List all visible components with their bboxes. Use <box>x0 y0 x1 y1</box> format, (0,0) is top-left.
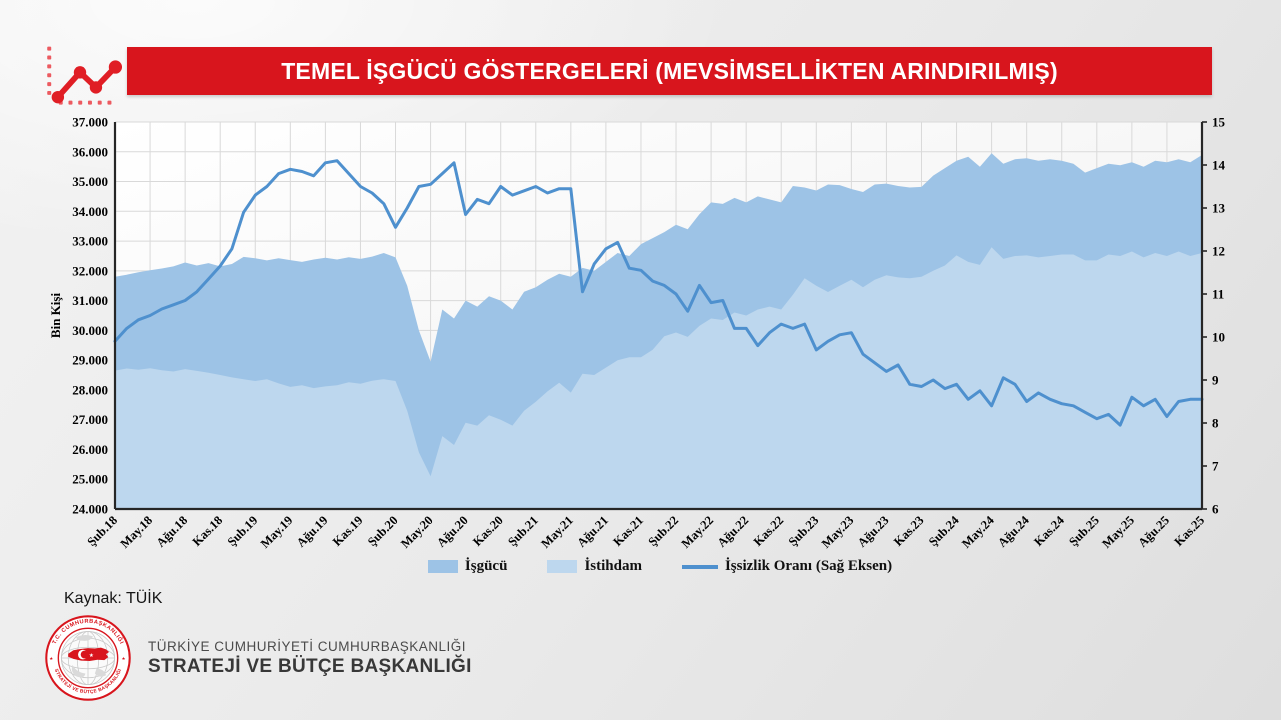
svg-text:34.000: 34.000 <box>72 204 108 219</box>
legend-label-isgucu: İşgücü <box>464 558 508 574</box>
axes <box>113 121 1207 511</box>
svg-text:28.000: 28.000 <box>72 382 108 397</box>
seal-star-right: ★ <box>122 656 127 662</box>
svg-text:Kas.24: Kas.24 <box>1031 513 1067 549</box>
svg-text:Şub.23: Şub.23 <box>786 513 822 549</box>
svg-text:Şub.18: Şub.18 <box>84 513 120 549</box>
svg-text:10: 10 <box>1212 330 1225 345</box>
left-axis-title: Bin Kişi <box>48 293 63 339</box>
svg-text:Kas.19: Kas.19 <box>330 513 366 549</box>
legend-item-issizlik: İşsizlik Oranı (Sağ Eksen) <box>681 558 893 575</box>
svg-text:May.21: May.21 <box>538 513 576 551</box>
svg-text:8: 8 <box>1212 416 1219 431</box>
turkey-map <box>68 647 110 662</box>
svg-text:Ağu.20: Ağu.20 <box>434 513 471 550</box>
svg-text:Ağu.19: Ağu.19 <box>294 513 331 550</box>
svg-text:Şub.24: Şub.24 <box>926 513 962 549</box>
globe-continents <box>71 634 107 678</box>
svg-text:12: 12 <box>1212 244 1225 259</box>
svg-text:May.24: May.24 <box>959 513 997 551</box>
svg-text:32.000: 32.000 <box>72 263 108 278</box>
svg-text:May.23: May.23 <box>819 513 857 551</box>
seal-star-left: ★ <box>49 656 54 662</box>
svg-text:Ağu.21: Ağu.21 <box>574 513 611 550</box>
footer: ★ T.C. CUMHURBAŞKANLIĞI STRATEJİ VE BÜTÇ… <box>45 615 472 701</box>
istihdam-swatch <box>547 560 578 573</box>
svg-text:Şub.21: Şub.21 <box>505 513 541 549</box>
svg-text:14: 14 <box>1212 158 1226 173</box>
title-banner: TEMEL İŞGÜCÜ GÖSTERGELERİ (MEVSİMSELLİKT… <box>127 47 1212 95</box>
svg-text:Şub.25: Şub.25 <box>1066 513 1102 549</box>
org-name-block: TÜRKİYE CUMHURİYETİ CUMHURBAŞKANLIĞI STR… <box>148 639 472 678</box>
svg-text:15: 15 <box>1212 115 1226 130</box>
svg-text:29.000: 29.000 <box>72 353 108 368</box>
svg-text:25.000: 25.000 <box>72 472 108 487</box>
legend-item-isgucu: İşgücü <box>427 558 508 575</box>
chart-area: 24.000 25.000 26.000 27.000 28.000 29.000 30.0… <box>40 112 1250 579</box>
svg-text:Ağu.18: Ağu.18 <box>154 513 191 550</box>
svg-text:9: 9 <box>1212 373 1219 388</box>
svg-text:30.000: 30.000 <box>72 323 108 338</box>
svg-text:13: 13 <box>1212 201 1226 216</box>
svg-text:May.22: May.22 <box>679 513 717 551</box>
org-line1: TÜRKİYE CUMHURİYETİ CUMHURBAŞKANLIĞI <box>148 638 467 654</box>
istihdam-area <box>115 247 1202 510</box>
svg-text:26.000: 26.000 <box>72 442 108 457</box>
svg-text:Şub.22: Şub.22 <box>645 513 681 549</box>
svg-text:Kas.18: Kas.18 <box>190 513 226 549</box>
svg-text:6: 6 <box>1212 502 1219 517</box>
svg-text:May.25: May.25 <box>1099 513 1137 551</box>
svg-text:24.000: 24.000 <box>72 502 108 517</box>
issizlik-orani-line <box>113 159 1204 427</box>
sbb-seal-logo: ★ T.C. CUMHURBAŞKANLIĞI STRATEJİ VE BÜTÇ… <box>45 615 131 701</box>
svg-text:May.20: May.20 <box>398 513 436 551</box>
source-note: Kaynak: TÜİK <box>64 590 163 607</box>
svg-text:37.000: 37.000 <box>72 115 108 130</box>
svg-text:35.000: 35.000 <box>72 174 108 189</box>
line-chart-icon <box>47 46 122 105</box>
svg-text:Kas.20: Kas.20 <box>470 513 506 549</box>
svg-text:Ağu.25: Ağu.25 <box>1135 513 1172 550</box>
svg-text:Kas.22: Kas.22 <box>751 513 787 549</box>
legend-label-issizlik: İşsizlik Oranı (Sağ Eksen) <box>724 558 893 574</box>
svg-text:May.19: May.19 <box>258 513 296 551</box>
svg-text:Kas.25: Kas.25 <box>1171 513 1207 549</box>
svg-text:Kas.21: Kas.21 <box>610 513 646 549</box>
chart-legend: İşgücü İstihdam İşsizlik Oranı (Sağ Ekse… <box>115 558 1205 575</box>
svg-text:Şub.20: Şub.20 <box>365 513 401 549</box>
isgucu-swatch <box>427 560 458 573</box>
svg-text:36.000: 36.000 <box>72 144 108 159</box>
svg-text:Ağu.22: Ağu.22 <box>715 513 752 550</box>
svg-text:33.000: 33.000 <box>72 234 108 249</box>
area-series <box>115 153 1202 510</box>
legend-label-istihdam: İstihdam <box>584 558 642 574</box>
svg-text:May.18: May.18 <box>118 513 156 551</box>
legend-item-istihdam: İstihdam <box>547 558 642 575</box>
labour-indicators-chart: 24.000 25.000 26.000 27.000 28.000 29.000 30.0… <box>48 115 1226 551</box>
issizlik-line-swatch <box>681 564 718 569</box>
svg-text:Ağu.24: Ağu.24 <box>995 513 1032 550</box>
svg-text:31.000: 31.000 <box>72 293 108 308</box>
flag-star: ★ <box>89 652 94 659</box>
org-line2: STRATEJİ VE BÜTÇE BAŞKANLIĞI <box>148 655 472 677</box>
page-title: TEMEL İŞGÜCÜ GÖSTERGELERİ (MEVSİMSELLİKT… <box>281 57 1058 84</box>
svg-text:Kas.23: Kas.23 <box>891 513 927 549</box>
svg-text:7: 7 <box>1212 459 1219 474</box>
svg-text:27.000: 27.000 <box>72 412 108 427</box>
svg-text:Ağu.23: Ağu.23 <box>855 513 892 550</box>
svg-text:Şub.19: Şub.19 <box>225 513 261 549</box>
svg-text:11: 11 <box>1212 287 1224 302</box>
